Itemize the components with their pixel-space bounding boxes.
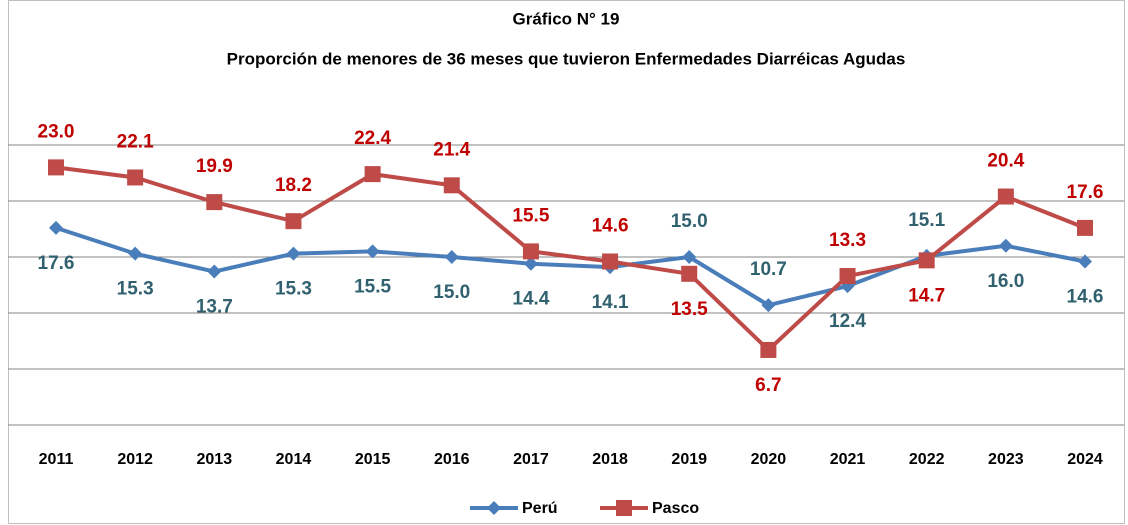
x-tick-label: 2020 (751, 451, 787, 468)
marker (681, 265, 698, 282)
data-label: 14.1 (592, 292, 629, 313)
legend-label: Perú (522, 500, 558, 517)
marker (602, 253, 619, 270)
marker (364, 166, 381, 183)
marker (48, 159, 64, 176)
x-tick-label: 2016 (434, 451, 470, 468)
data-label: 18.2 (275, 175, 312, 196)
marker (286, 246, 301, 261)
data-label: 14.4 (512, 289, 549, 310)
marker (918, 252, 935, 269)
marker (522, 243, 539, 260)
series-line (55, 225, 1086, 308)
data-label: 14.6 (592, 215, 629, 236)
x-tick-label: 2024 (1067, 451, 1103, 468)
x-tick-label: 2012 (117, 451, 153, 468)
marker (49, 220, 63, 235)
data-label: 15.5 (354, 276, 391, 297)
marker (206, 194, 223, 211)
marker (523, 256, 538, 271)
series-line (55, 165, 1086, 353)
marker (365, 244, 380, 259)
legend-label: Pasco (652, 500, 699, 517)
x-tick-label: 2023 (988, 451, 1024, 468)
data-label: 15.0 (433, 282, 470, 303)
data-label: 15.5 (512, 205, 549, 226)
data-label: 22.1 (117, 131, 154, 152)
data-label: 22.4 (354, 128, 391, 149)
marker (839, 268, 856, 285)
data-label: 21.4 (433, 139, 470, 160)
data-label: 17.6 (1067, 182, 1104, 203)
data-label: 17.6 (38, 253, 75, 274)
x-tick-label: 2015 (355, 451, 391, 468)
data-label: 15.3 (275, 279, 312, 300)
marker (997, 188, 1014, 205)
data-label: 12.4 (829, 311, 866, 332)
data-label: 13.3 (829, 230, 866, 251)
marker (760, 341, 777, 358)
x-tick-label: 2017 (513, 451, 549, 468)
x-tick-label: 2019 (671, 451, 707, 468)
data-label: 14.6 (1067, 286, 1104, 307)
data-label: 14.7 (908, 285, 945, 306)
marker (127, 169, 144, 186)
x-tick-label: 2018 (592, 451, 628, 468)
data-label: 16.0 (987, 271, 1024, 292)
legend-marker (616, 500, 632, 516)
data-label: 20.4 (987, 151, 1024, 172)
data-label: 19.9 (196, 156, 233, 177)
x-tick-label: 2022 (909, 451, 945, 468)
data-label: 13.7 (196, 297, 233, 318)
marker (207, 264, 222, 279)
marker (443, 177, 460, 194)
data-label: 10.7 (750, 259, 787, 280)
marker (761, 298, 776, 313)
data-label: 15.1 (908, 210, 945, 231)
chart-frame (8, 0, 1125, 524)
x-tick-label: 2011 (39, 451, 74, 468)
marker (682, 250, 697, 264)
marker (998, 238, 1013, 253)
chart-title: Gráfico N° 19 (513, 9, 620, 28)
marker (128, 246, 143, 261)
chart-subtitle: Proporción de menores de 36 meses que tu… (227, 49, 906, 68)
x-tick-label: 2021 (830, 451, 866, 468)
data-label: 23.0 (38, 121, 75, 142)
data-label: 15.3 (117, 279, 154, 300)
x-tick-label: 2013 (197, 451, 233, 468)
legend-marker (487, 501, 501, 515)
data-label: 15.0 (671, 211, 708, 232)
x-tick-label: 2014 (276, 451, 312, 468)
data-label: 6.7 (755, 375, 781, 396)
marker (1077, 219, 1093, 236)
marker (1078, 254, 1092, 269)
data-label: 13.5 (671, 299, 708, 320)
marker (444, 250, 459, 264)
marker (285, 213, 302, 230)
